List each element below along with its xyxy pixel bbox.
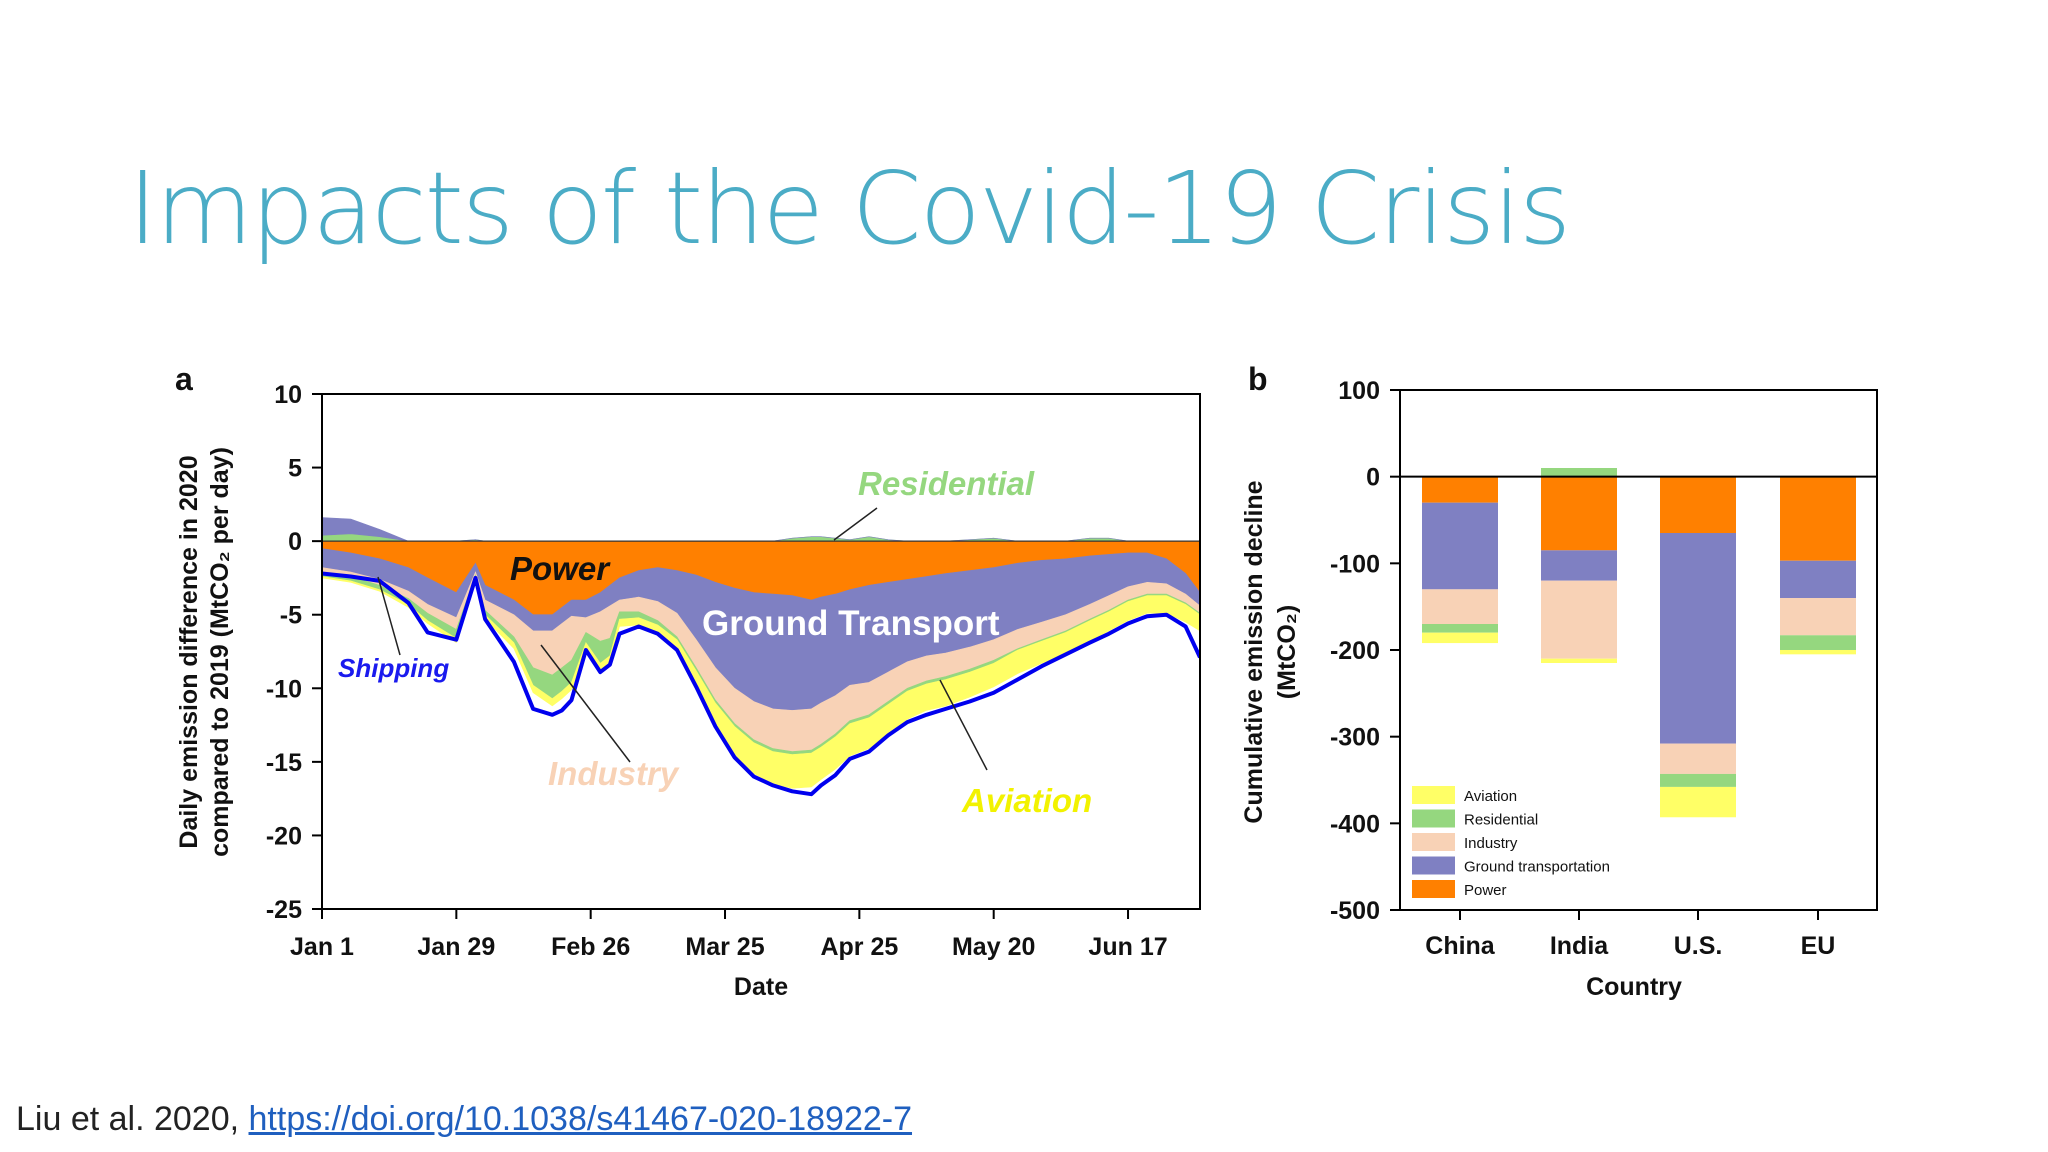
panel-a-x-ticks: Jan 1 Jan 29 Feb 26 Mar 25 Apr 25 May 20 Jun 1…	[290, 909, 1168, 961]
legend-swatch	[1412, 856, 1455, 875]
bar-us-power	[1660, 476, 1736, 533]
bar-eu-industry	[1780, 598, 1856, 636]
panel-b-x-label: Country	[1586, 973, 1682, 1001]
panel-b-y-label-line2: (MtCO₂)	[1273, 605, 1301, 699]
bar-eu-ground-transportation	[1780, 560, 1856, 598]
bar-eu-aviation	[1780, 650, 1856, 655]
panel-a-y-label-line1: Daily emission difference in 2020	[175, 455, 203, 848]
shipping-pointer	[377, 576, 401, 656]
y-tick-label: -20	[266, 822, 302, 850]
industry-pointer	[540, 644, 631, 763]
shipping-line	[322, 571, 1200, 797]
x-tick-label: Jan 29	[417, 933, 495, 961]
y-tick-label: -100	[1330, 550, 1380, 578]
panel-a-y-ticks: 10 5 0 -5 -10 -15 -20 -25	[266, 381, 322, 924]
aviation-annotation: Aviation	[961, 782, 1092, 819]
bar-india-power	[1541, 476, 1617, 551]
y-tick-label: 5	[288, 455, 302, 483]
y-tick-label: 100	[1338, 377, 1380, 405]
y-tick-label: 10	[274, 381, 302, 409]
bar-us-industry	[1660, 743, 1736, 774]
x-tick-label: U.S.	[1674, 932, 1723, 960]
bar-us-aviation	[1660, 786, 1736, 818]
panel-b-y-ticks: 100 0 -100 -200 -300 -400 -500	[1330, 377, 1400, 925]
x-tick-label: EU	[1801, 932, 1836, 960]
legend-label: Power	[1464, 882, 1507, 899]
x-tick-label: Apr 25	[820, 933, 898, 961]
y-tick-label: -200	[1330, 637, 1380, 665]
legend-label: Aviation	[1464, 788, 1517, 805]
legend-swatch	[1412, 833, 1455, 851]
bar-india-ground-transportation	[1541, 550, 1617, 581]
legend-swatch	[1412, 809, 1455, 828]
y-tick-label: -300	[1330, 724, 1380, 752]
area-pos-ground-transport	[322, 517, 1200, 542]
power-annotation: Power	[510, 550, 611, 587]
panel-b-label: b	[1248, 361, 1268, 397]
panel-a-frame	[321, 393, 1201, 910]
bar-china-industry	[1422, 589, 1498, 624]
area-layers	[322, 517, 1200, 797]
x-tick-label: Feb 26	[551, 933, 630, 961]
bar-china-residential	[1422, 624, 1498, 633]
y-tick-label: -10	[266, 675, 302, 703]
panel-b-y-label-line1: Cumulative emission decline	[1240, 480, 1268, 823]
legend-label: Industry	[1464, 835, 1518, 852]
aviation-pointer	[939, 679, 988, 771]
area-pos-residential	[322, 533, 1200, 542]
legend-swatch	[1412, 880, 1455, 898]
bar-china-power	[1422, 476, 1498, 503]
x-tick-label: China	[1425, 932, 1496, 960]
panel-a-y-label-line2: compared to 2019 (MtCO₂ per day)	[206, 447, 234, 857]
panel-a-label: a	[175, 361, 193, 397]
panel-b-x-ticks: China India U.S. EU	[1425, 910, 1835, 960]
legend-label: Ground transportation	[1464, 859, 1610, 876]
bar-india-aviation	[1541, 658, 1617, 663]
y-tick-label: -25	[266, 896, 302, 924]
panel-a-x-label: Date	[734, 973, 788, 1001]
y-tick-label: -500	[1330, 897, 1380, 925]
citation: Liu et al. 2020, https://doi.org/10.1038…	[16, 1100, 912, 1139]
bar-eu-power	[1780, 476, 1856, 561]
panel-b-chart: 100 0 -100 -200 -300 -400 -500 China India U.S. E…	[1240, 377, 1878, 1001]
industry-annotation: Industry	[548, 755, 680, 792]
panel-a-chart: 10 5 0 -5 -10 -15 -20 -25 Jan 1 Jan 29 Feb 26 Mar …	[175, 381, 1201, 1001]
residential-annotation: Residential	[858, 465, 1035, 502]
residential-pointer	[833, 507, 878, 541]
bar-india-industry	[1541, 580, 1617, 659]
x-tick-label: Jun 17	[1088, 933, 1167, 961]
panel-b-legend: Aviation Residential Industry Ground transp…	[1412, 786, 1610, 899]
bar-segments	[1422, 468, 1856, 818]
x-tick-label: Mar 25	[685, 933, 764, 961]
bar-china-ground-transportation	[1422, 502, 1498, 590]
ground-transport-annotation: Ground Transport	[702, 604, 1000, 643]
slide-title: Impacts of the Covid-19 Crisis	[128, 150, 1571, 267]
y-tick-label: 0	[288, 528, 302, 556]
y-tick-label: -400	[1330, 810, 1380, 838]
bar-eu-residential	[1780, 635, 1856, 650]
legend-swatch	[1412, 786, 1455, 804]
x-tick-label: Jan 1	[290, 933, 354, 961]
y-tick-label: -15	[266, 749, 302, 777]
x-tick-label: India	[1550, 932, 1609, 960]
y-tick-label: 0	[1366, 464, 1380, 492]
x-tick-label: May 20	[952, 933, 1035, 961]
bar-china-aviation	[1422, 632, 1498, 644]
legend-label: Residential	[1464, 812, 1538, 829]
bar-us-ground-transportation	[1660, 533, 1736, 744]
citation-text: Liu et al. 2020,	[16, 1100, 249, 1138]
bar-india-residential	[1541, 468, 1617, 477]
shipping-annotation: Shipping	[338, 653, 449, 683]
doi-link[interactable]: https://doi.org/10.1038/s41467-020-18922…	[248, 1100, 913, 1138]
y-tick-label: -5	[280, 602, 302, 630]
bar-us-residential	[1660, 773, 1736, 787]
